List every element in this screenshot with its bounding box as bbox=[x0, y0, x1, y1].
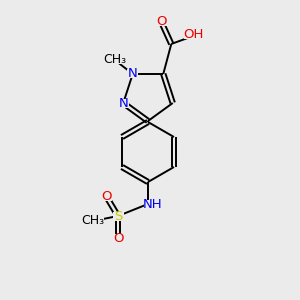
FancyBboxPatch shape bbox=[118, 98, 129, 107]
FancyBboxPatch shape bbox=[100, 191, 112, 200]
Text: N: N bbox=[118, 97, 128, 110]
Text: N: N bbox=[128, 68, 138, 80]
Text: O: O bbox=[113, 232, 123, 244]
FancyBboxPatch shape bbox=[104, 56, 126, 64]
FancyBboxPatch shape bbox=[156, 17, 167, 26]
FancyBboxPatch shape bbox=[184, 31, 202, 40]
Text: O: O bbox=[156, 16, 166, 28]
Text: OH: OH bbox=[183, 28, 203, 41]
FancyBboxPatch shape bbox=[144, 200, 162, 208]
Text: CH₃: CH₃ bbox=[81, 214, 105, 227]
FancyBboxPatch shape bbox=[112, 212, 124, 220]
Text: NH: NH bbox=[143, 197, 163, 211]
FancyBboxPatch shape bbox=[112, 233, 124, 242]
FancyBboxPatch shape bbox=[127, 70, 138, 79]
Text: O: O bbox=[101, 190, 111, 202]
FancyBboxPatch shape bbox=[82, 217, 104, 226]
Text: S: S bbox=[114, 209, 122, 223]
Text: CH₃: CH₃ bbox=[103, 53, 126, 67]
